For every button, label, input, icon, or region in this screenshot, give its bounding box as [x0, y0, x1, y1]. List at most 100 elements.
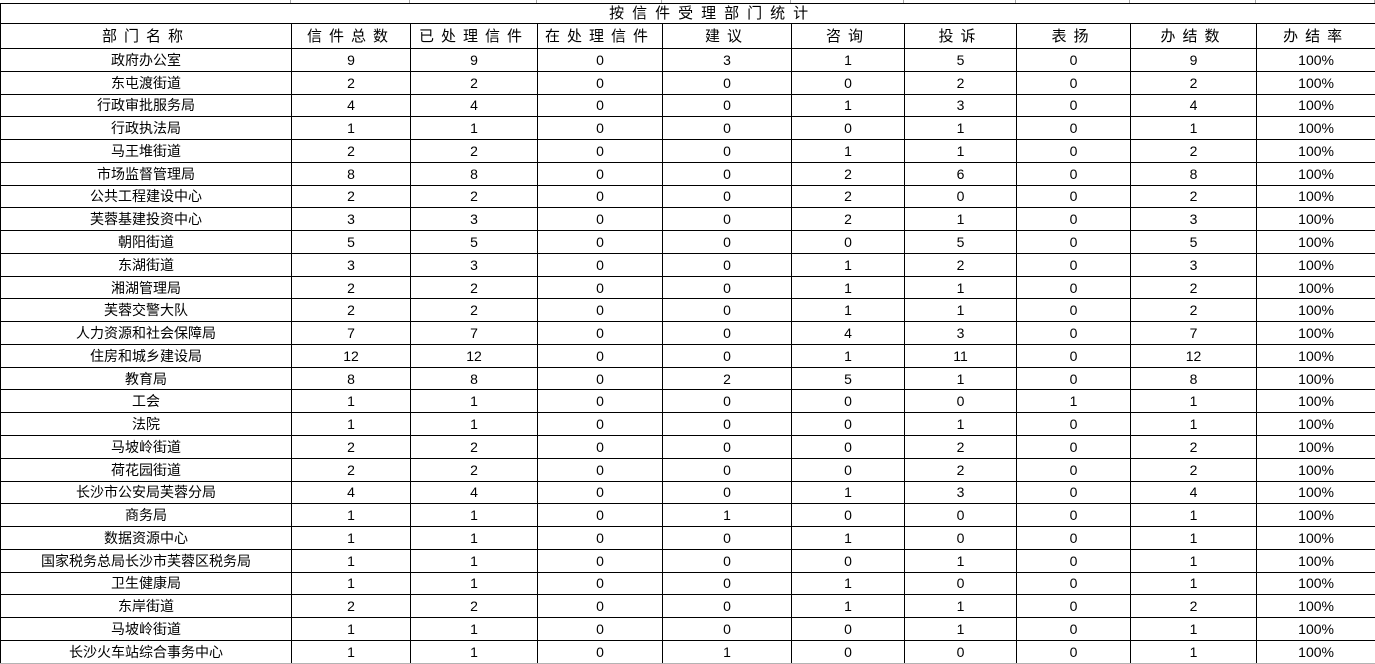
value-cell[interactable]: 0 [904, 639, 1017, 664]
value-cell[interactable]: 0 [537, 571, 663, 596]
value-cell[interactable]: 3 [1130, 207, 1257, 232]
value-cell[interactable]: 7 [1130, 321, 1257, 345]
value-cell[interactable]: 1 [662, 503, 792, 528]
department-cell[interactable]: 湘湖管理局 [0, 275, 292, 300]
value-cell[interactable]: 100% [1255, 343, 1375, 368]
value-cell[interactable]: 0 [791, 412, 905, 437]
value-cell[interactable]: 8 [291, 161, 411, 186]
value-cell[interactable]: 5 [291, 230, 411, 254]
value-cell[interactable]: 2 [791, 161, 905, 186]
value-cell[interactable]: 100% [1255, 93, 1375, 118]
value-cell[interactable]: 1 [410, 617, 538, 641]
value-cell[interactable]: 0 [537, 93, 663, 118]
value-cell[interactable]: 1 [1130, 503, 1257, 528]
value-cell[interactable]: 1 [904, 548, 1017, 573]
department-cell[interactable]: 长沙火车站综合事务中心 [0, 639, 292, 664]
value-cell[interactable]: 8 [410, 161, 538, 186]
value-cell[interactable]: 0 [537, 366, 663, 391]
value-cell[interactable]: 100% [1255, 548, 1375, 573]
value-cell[interactable]: 4 [791, 321, 905, 345]
value-cell[interactable]: 2 [291, 70, 411, 95]
value-cell[interactable]: 0 [1016, 139, 1131, 163]
value-cell[interactable]: 3 [410, 207, 538, 232]
value-cell[interactable]: 0 [791, 457, 905, 482]
value-cell[interactable]: 7 [291, 321, 411, 345]
value-cell[interactable]: 100% [1255, 116, 1375, 141]
value-cell[interactable]: 2 [410, 435, 538, 459]
value-cell[interactable]: 0 [537, 435, 663, 459]
value-cell[interactable]: 4 [1130, 93, 1257, 118]
department-cell[interactable]: 芙蓉交警大队 [0, 298, 292, 323]
value-cell[interactable]: 1 [1130, 526, 1257, 550]
value-cell[interactable]: 0 [662, 298, 792, 323]
value-cell[interactable]: 9 [291, 48, 411, 72]
value-cell[interactable]: 0 [791, 617, 905, 641]
value-cell[interactable]: 0 [537, 526, 663, 550]
value-cell[interactable]: 2 [410, 594, 538, 619]
value-cell[interactable]: 0 [662, 412, 792, 437]
value-cell[interactable]: 8 [1130, 366, 1257, 391]
value-cell[interactable]: 0 [904, 184, 1017, 209]
value-cell[interactable]: 1 [791, 139, 905, 163]
value-cell[interactable]: 1 [791, 275, 905, 300]
department-cell[interactable]: 长沙市公安局芙蓉分局 [0, 480, 292, 505]
value-cell[interactable]: 1 [1016, 389, 1131, 414]
value-cell[interactable]: 0 [662, 389, 792, 414]
value-cell[interactable]: 0 [1016, 526, 1131, 550]
value-cell[interactable]: 8 [410, 366, 538, 391]
value-cell[interactable]: 0 [1016, 571, 1131, 596]
value-cell[interactable]: 1 [291, 503, 411, 528]
column-header-2[interactable]: 已处理信件 [410, 23, 538, 49]
value-cell[interactable]: 1 [291, 412, 411, 437]
value-cell[interactable]: 0 [662, 230, 792, 254]
value-cell[interactable]: 1 [904, 275, 1017, 300]
value-cell[interactable]: 0 [1016, 48, 1131, 72]
value-cell[interactable]: 0 [662, 139, 792, 163]
value-cell[interactable]: 1 [791, 571, 905, 596]
department-cell[interactable]: 住房和城乡建设局 [0, 343, 292, 368]
value-cell[interactable]: 1 [791, 252, 905, 277]
value-cell[interactable]: 2 [291, 184, 411, 209]
value-cell[interactable]: 100% [1255, 503, 1375, 528]
value-cell[interactable]: 4 [410, 480, 538, 505]
value-cell[interactable]: 5 [904, 48, 1017, 72]
value-cell[interactable]: 0 [791, 548, 905, 573]
value-cell[interactable]: 0 [1016, 184, 1131, 209]
value-cell[interactable]: 1 [410, 548, 538, 573]
department-cell[interactable]: 东湖街道 [0, 252, 292, 277]
value-cell[interactable]: 1 [904, 366, 1017, 391]
value-cell[interactable]: 4 [410, 93, 538, 118]
value-cell[interactable]: 8 [291, 366, 411, 391]
value-cell[interactable]: 100% [1255, 389, 1375, 414]
value-cell[interactable]: 0 [537, 298, 663, 323]
value-cell[interactable]: 8 [1130, 161, 1257, 186]
column-header-5[interactable]: 咨询 [791, 23, 905, 49]
value-cell[interactable]: 0 [662, 275, 792, 300]
value-cell[interactable]: 4 [291, 480, 411, 505]
column-header-8[interactable]: 办结数 [1130, 23, 1257, 49]
value-cell[interactable]: 1 [662, 639, 792, 664]
value-cell[interactable]: 1 [291, 639, 411, 664]
value-cell[interactable]: 100% [1255, 184, 1375, 209]
value-cell[interactable]: 1 [410, 526, 538, 550]
value-cell[interactable]: 2 [1130, 298, 1257, 323]
value-cell[interactable]: 0 [537, 617, 663, 641]
value-cell[interactable]: 3 [291, 252, 411, 277]
value-cell[interactable]: 0 [791, 435, 905, 459]
value-cell[interactable]: 1 [410, 116, 538, 141]
value-cell[interactable]: 0 [1016, 548, 1131, 573]
value-cell[interactable]: 0 [662, 252, 792, 277]
value-cell[interactable]: 4 [291, 93, 411, 118]
value-cell[interactable]: 1 [1130, 639, 1257, 664]
value-cell[interactable]: 0 [1016, 343, 1131, 368]
value-cell[interactable]: 0 [662, 161, 792, 186]
value-cell[interactable]: 2 [904, 70, 1017, 95]
value-cell[interactable]: 0 [537, 321, 663, 345]
value-cell[interactable]: 0 [1016, 93, 1131, 118]
department-cell[interactable]: 卫生健康局 [0, 571, 292, 596]
value-cell[interactable]: 3 [904, 480, 1017, 505]
department-cell[interactable]: 荷花园街道 [0, 457, 292, 482]
value-cell[interactable]: 0 [537, 161, 663, 186]
department-cell[interactable]: 公共工程建设中心 [0, 184, 292, 209]
value-cell[interactable]: 0 [662, 457, 792, 482]
